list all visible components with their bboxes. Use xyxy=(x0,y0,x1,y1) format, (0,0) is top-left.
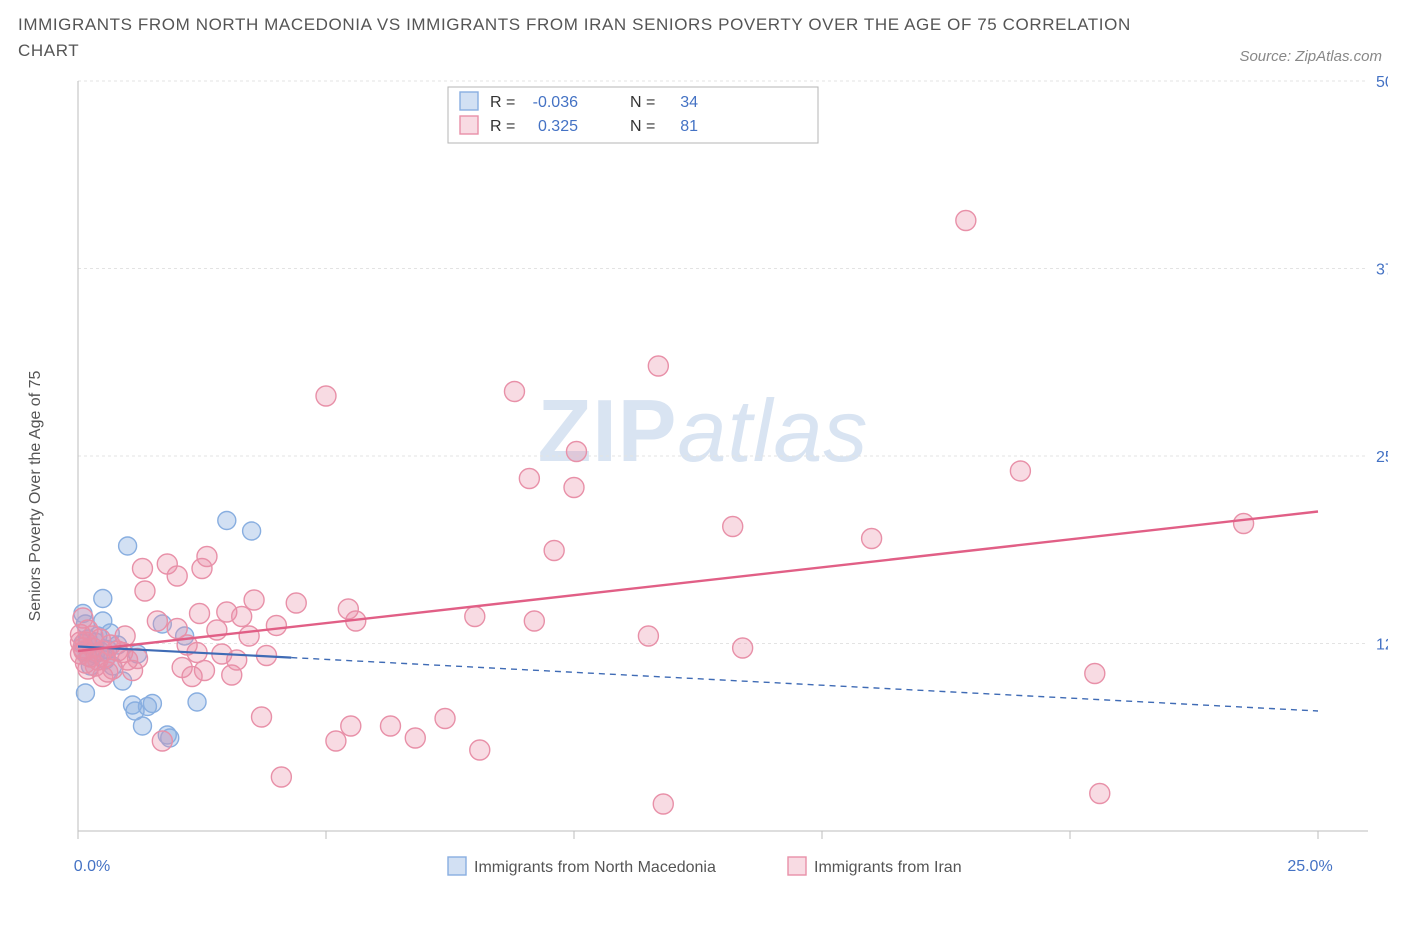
data-point xyxy=(1090,783,1110,803)
data-point xyxy=(733,638,753,658)
legend-r-label: R = xyxy=(490,94,515,111)
header: IMMIGRANTS FROM NORTH MACEDONIA VS IMMIG… xyxy=(18,12,1388,65)
data-point xyxy=(232,606,252,626)
data-point xyxy=(266,615,286,635)
legend-n-label: N = xyxy=(630,118,655,135)
y-axis-title: Seniors Poverty Over the Age of 75 xyxy=(27,370,44,621)
data-point xyxy=(143,694,161,712)
y-tick-label: 25.0% xyxy=(1376,449,1388,466)
data-point xyxy=(188,693,206,711)
data-point xyxy=(504,381,524,401)
data-point xyxy=(566,441,586,461)
data-point xyxy=(435,708,455,728)
data-point xyxy=(326,731,346,751)
legend-swatch xyxy=(448,857,466,875)
data-point xyxy=(1085,663,1105,683)
data-point xyxy=(133,717,151,735)
data-point xyxy=(564,477,584,497)
data-point xyxy=(405,728,425,748)
legend-n-value: 81 xyxy=(680,118,698,135)
data-point xyxy=(648,356,668,376)
data-point xyxy=(252,707,272,727)
data-point xyxy=(862,528,882,548)
chart-title: IMMIGRANTS FROM NORTH MACEDONIA VS IMMIG… xyxy=(18,12,1138,65)
legend-swatch xyxy=(460,116,478,134)
data-point xyxy=(76,684,94,702)
data-point xyxy=(341,716,361,736)
x-tick-label: 25.0% xyxy=(1287,858,1332,875)
legend-n-value: 34 xyxy=(680,94,698,111)
data-point xyxy=(119,537,137,555)
data-point xyxy=(115,626,135,646)
data-point xyxy=(190,603,210,623)
data-point xyxy=(167,566,187,586)
trend-line xyxy=(78,511,1318,651)
data-point xyxy=(128,648,148,668)
data-point xyxy=(465,606,485,626)
data-point xyxy=(94,589,112,607)
legend-r-value: -0.036 xyxy=(533,94,578,111)
y-tick-label: 37.5% xyxy=(1376,261,1388,278)
data-point xyxy=(1010,461,1030,481)
data-point xyxy=(271,767,291,787)
data-point xyxy=(218,511,236,529)
data-point xyxy=(653,794,673,814)
legend-swatch xyxy=(460,92,478,110)
data-point xyxy=(197,546,217,566)
data-point xyxy=(132,558,152,578)
data-point xyxy=(239,626,259,646)
legend-r-value: 0.325 xyxy=(538,118,578,135)
data-point xyxy=(956,210,976,230)
correlation-scatter-chart: 12.5% 25.0% 37.5% 50.0% 0.0% 25.0% Seniors Pov… xyxy=(18,71,1388,891)
y-tick-label: 12.5% xyxy=(1376,636,1388,653)
data-point xyxy=(470,740,490,760)
data-point xyxy=(638,626,658,646)
data-point xyxy=(380,716,400,736)
legend-swatch xyxy=(788,857,806,875)
trend-line-dashed xyxy=(291,657,1318,710)
data-point xyxy=(544,540,564,560)
data-point xyxy=(244,590,264,610)
data-point xyxy=(227,650,247,670)
legend-n-label: N = xyxy=(630,94,655,111)
data-point xyxy=(723,516,743,536)
legend-series-label: Immigrants from Iran xyxy=(814,859,962,876)
y-tick-label: 50.0% xyxy=(1376,74,1388,91)
data-point xyxy=(147,611,167,631)
data-point xyxy=(243,522,261,540)
legend-series-label: Immigrants from North Macedonia xyxy=(474,859,716,876)
chart-container: ZIPatlas 12.5%25.0%37.5%50.0%0.0%25.0%Se… xyxy=(18,71,1388,891)
x-tick-label: 0.0% xyxy=(74,858,110,875)
source-label: Source: ZipAtlas.com xyxy=(1239,48,1388,65)
data-point xyxy=(519,468,539,488)
data-point xyxy=(524,611,544,631)
data-point xyxy=(152,731,172,751)
data-point xyxy=(316,386,336,406)
legend-r-label: R = xyxy=(490,118,515,135)
data-point xyxy=(286,593,306,613)
data-point xyxy=(1234,513,1254,533)
data-point xyxy=(194,660,214,680)
data-point xyxy=(135,581,155,601)
